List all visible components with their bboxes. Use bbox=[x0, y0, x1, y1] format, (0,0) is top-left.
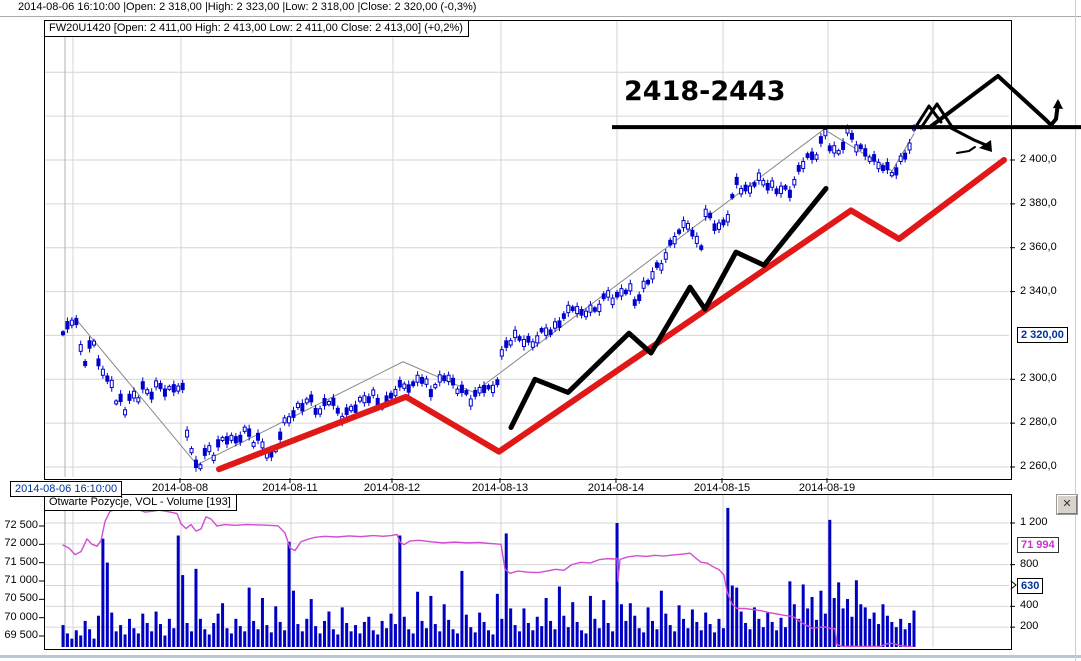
cursor-date-box: 2014-08-06 16:10:00 bbox=[10, 481, 123, 497]
date-tick-label: 2014-08-12 bbox=[363, 482, 421, 494]
date-tick-label: 2014-08-11 bbox=[262, 482, 318, 494]
red-trend-line bbox=[216, 157, 1007, 473]
price-panel-title: FW20U1420 [Open: 2 411,00 High: 2 413,00… bbox=[44, 20, 469, 37]
open-positions-tick-label: 69 500 bbox=[4, 629, 38, 641]
candles-series bbox=[61, 124, 916, 472]
open-positions-tick-label: 72 000 bbox=[4, 537, 38, 550]
cursor-info-bar: 2014-08-06 16:10:00 |Open: 2 318,00 |Hig… bbox=[0, 0, 1081, 17]
zigzag-indicator-line bbox=[74, 128, 915, 466]
volume-tick-label: 200 bbox=[1020, 620, 1039, 633]
resistance-range-label: 2418-2443 bbox=[624, 76, 786, 107]
volume-chart[interactable] bbox=[45, 495, 1009, 647]
price-chart-panel[interactable] bbox=[44, 20, 1012, 480]
open-positions-tick-label: 72 500 bbox=[4, 519, 38, 531]
date-tick-label: 2014-08-14 bbox=[587, 482, 645, 494]
open-positions-tick-label: 70 500 bbox=[4, 592, 38, 605]
open-positions-tick-label: 71 000 bbox=[4, 574, 38, 586]
price-axis-tick-label: 2 360,0 bbox=[1020, 240, 1057, 253]
up-arrow-head bbox=[1053, 99, 1063, 109]
date-tick-label: 2014-08-15 bbox=[693, 482, 751, 494]
price-cursor-marker: 2 320,00 bbox=[1017, 327, 1068, 343]
date-tick-label: 2014-08-13 bbox=[471, 482, 529, 494]
price-axis-tick-label: 2 260,0 bbox=[1020, 460, 1057, 472]
open-positions-tick-label: 71 500 bbox=[4, 555, 38, 568]
price-chart[interactable] bbox=[45, 21, 1009, 477]
price-axis-tick-label: 2 340,0 bbox=[1020, 284, 1057, 297]
price-axis-tick-label: 2 280,0 bbox=[1020, 416, 1057, 429]
price-axis-tick-label: 2 400,0 bbox=[1020, 153, 1057, 165]
price-axis-tick-label: 2 300,0 bbox=[1020, 372, 1057, 385]
price-axis-tick-label: 2 380,0 bbox=[1020, 196, 1057, 209]
volume-tick-label: 400 bbox=[1020, 599, 1039, 612]
volume-tick-label: 1 200 bbox=[1020, 516, 1048, 528]
volume-panel-title: Otwarte Pozycje, VOL - Volume [193] bbox=[44, 494, 237, 511]
open-positions-line bbox=[62, 504, 914, 647]
open-positions-cursor-marker: 71 994 bbox=[1017, 537, 1059, 553]
date-tick-label: 2014-08-08 bbox=[151, 482, 209, 494]
volume-cursor-marker: 630 bbox=[1017, 578, 1044, 594]
volume-bars bbox=[61, 507, 916, 647]
volume-tick-label: 800 bbox=[1020, 557, 1039, 570]
date-tick-label: 2014-08-19 bbox=[798, 482, 856, 494]
open-positions-tick-label: 70 000 bbox=[4, 610, 38, 623]
window-right-edge bbox=[1075, 0, 1076, 661]
black-projection-zigzag bbox=[508, 186, 829, 431]
close-panel-button[interactable]: ✕ bbox=[1057, 495, 1077, 514]
volume-panel[interactable] bbox=[44, 494, 1012, 650]
window-bottom-edge bbox=[0, 655, 1081, 658]
